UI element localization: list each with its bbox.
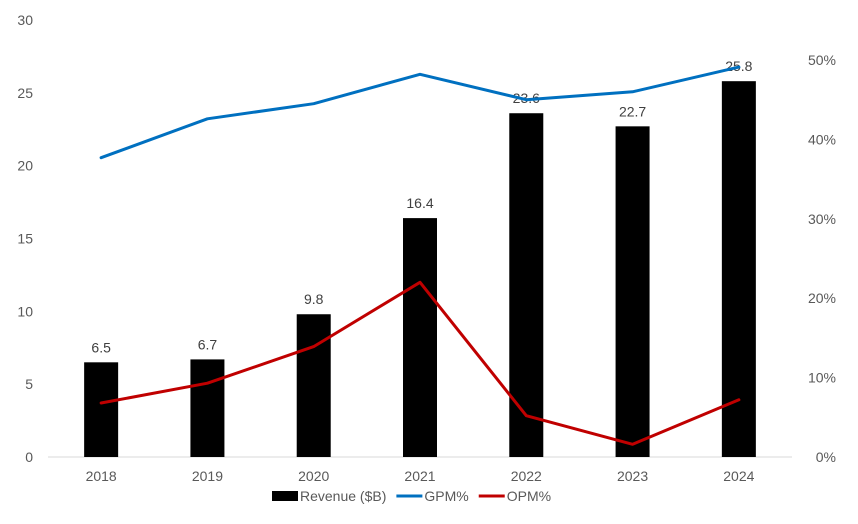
right-axis-tick-label: 0%: [816, 449, 836, 465]
x-axis-tick-label: 2024: [723, 468, 754, 484]
revenue-data-label: 6.7: [198, 336, 218, 352]
x-axis-tick-label: 2020: [298, 468, 329, 484]
revenue-b-legend-label: Revenue ($B): [300, 488, 386, 504]
left-axis-ticks: 0 5 10 15 20 25 30: [17, 12, 33, 465]
left-axis-tick-label: 30: [17, 12, 33, 28]
opm-line: [99, 280, 741, 446]
left-axis-tick-label: 20: [17, 158, 33, 174]
revenue-data-label: 16.4: [406, 195, 433, 211]
x-axis-tick-label: 2022: [511, 468, 542, 484]
right-axis-tick-label: 40%: [808, 131, 836, 147]
revenue-bar: [296, 314, 331, 457]
left-axis-tick-label: 0: [25, 449, 33, 465]
x-axis-tick-label: 2023: [617, 468, 648, 484]
right-axis-ticks: 0% 10% 20% 30% 40% 50%: [808, 52, 836, 465]
x-axis-tick-label: 2018: [86, 468, 117, 484]
x-axis-tick-label: 2019: [192, 468, 223, 484]
gpm-legend-label: GPM%: [424, 488, 468, 504]
x-axis-tick-label: 2021: [404, 468, 435, 484]
revenue-data-label: 9.8: [304, 291, 324, 307]
gpm-line: [99, 65, 741, 160]
revenue-bars: [84, 81, 756, 458]
revenue-data-label: 6.5: [91, 339, 111, 355]
revenue-bar: [509, 113, 544, 457]
left-axis-tick-label: 25: [17, 85, 33, 101]
right-axis-tick-label: 50%: [808, 52, 836, 68]
right-axis-tick-label: 20%: [808, 290, 836, 306]
revenue-bar: [403, 218, 437, 457]
revenue-bar: [84, 362, 119, 457]
left-axis-tick-label: 5: [25, 376, 33, 392]
left-axis-tick-label: 10: [17, 303, 33, 319]
right-axis-tick-label: 30%: [808, 211, 836, 227]
revenue-bar: [615, 126, 650, 457]
right-axis-tick-label: 10%: [808, 370, 836, 386]
revenue-b-legend-swatch: [272, 491, 298, 501]
revenue-bar: [190, 359, 225, 457]
legend: Revenue ($B) GPM% OPM%: [272, 488, 551, 504]
revenue-data-label: 22.7: [619, 103, 646, 119]
left-axis-tick-label: 15: [17, 231, 33, 247]
revenue-bar: [721, 81, 756, 458]
x-axis-ticks: 2018 2019 2020 2021 2022 2023 2024: [86, 468, 755, 484]
revenue-data-labels: 6.5 6.79.816.423.622.725.8: [91, 58, 752, 355]
opm-legend-label: OPM%: [507, 488, 551, 504]
margin-lines: [99, 65, 741, 446]
